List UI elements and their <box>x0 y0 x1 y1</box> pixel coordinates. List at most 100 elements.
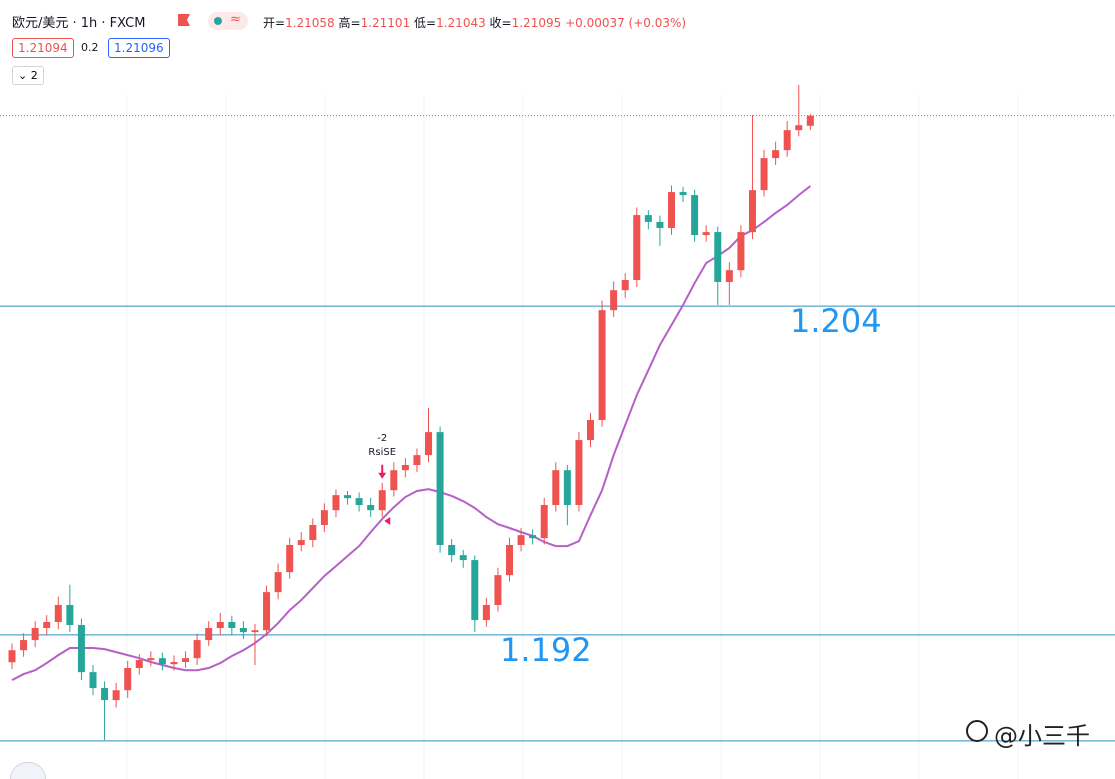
candle-body <box>529 535 537 539</box>
ohlc-label: 低= <box>414 16 437 30</box>
candle-body <box>31 628 39 641</box>
candle-body <box>494 575 502 606</box>
candle-body <box>575 440 583 505</box>
open-value: 1.21058 <box>285 16 335 30</box>
signal-name: RsiSE <box>368 447 396 458</box>
candle-body <box>390 470 398 491</box>
candle-body <box>425 432 433 456</box>
candle-body <box>158 658 166 665</box>
candle-body <box>610 290 618 311</box>
indicator-count: 2 <box>30 69 38 82</box>
ohlc-label: 开= <box>263 16 286 30</box>
candle-body <box>459 555 467 561</box>
candle-body <box>552 470 560 505</box>
candle-body <box>378 490 386 511</box>
candle-body <box>760 158 768 191</box>
candle-body <box>297 540 305 545</box>
candle-body <box>112 690 120 701</box>
candle-body <box>344 495 352 499</box>
watermark-icon <box>966 720 988 742</box>
candle-body <box>355 498 363 505</box>
candle-body <box>43 621 51 629</box>
candle-body <box>621 280 629 291</box>
high-value: 1.21101 <box>360 16 411 30</box>
candle-body <box>401 464 409 471</box>
bid[interactable]: 1.21094 <box>12 38 74 58</box>
candle-body <box>367 504 375 511</box>
candle-body <box>783 130 791 151</box>
candle-body <box>228 621 236 629</box>
spread: 0.2 <box>81 41 99 54</box>
candle-body <box>540 504 548 539</box>
candle-body <box>806 115 814 126</box>
candle-body <box>205 628 213 641</box>
signal-marker <box>384 517 391 526</box>
status-dot <box>214 17 222 25</box>
candle-body <box>135 660 143 669</box>
candle-body <box>320 510 328 525</box>
candle-body <box>448 544 456 556</box>
candle-body <box>772 150 780 159</box>
candle-body <box>795 125 803 131</box>
candle-body <box>274 572 282 593</box>
candle-body <box>702 232 710 236</box>
watermark: @小三千 <box>994 722 1090 750</box>
candle-body <box>182 658 190 662</box>
candle-body <box>506 544 514 576</box>
candle-body <box>633 215 641 281</box>
ma-line <box>11 185 811 681</box>
ohlc: 开=1.21058 高=1.21101 低=1.21043 收=1.21095 … <box>263 14 686 31</box>
candle-body <box>679 192 687 196</box>
candle-body <box>147 658 155 661</box>
candle-body <box>413 455 421 465</box>
candle-body <box>286 544 294 573</box>
flag-icon[interactable] <box>178 14 190 26</box>
candle-body <box>482 605 490 621</box>
candle-body <box>77 625 85 673</box>
level-label: 1.192 <box>500 631 592 669</box>
candle-body <box>193 640 201 659</box>
candle-body <box>667 192 675 228</box>
signal-count: -2 <box>377 433 387 444</box>
indicator-toggle[interactable]: ⌄ 2 <box>12 66 44 85</box>
candle-body <box>54 605 62 622</box>
ask[interactable]: 1.21096 <box>108 38 170 58</box>
candle-body <box>598 310 606 421</box>
candle-body <box>332 495 340 511</box>
change: +0.00037 (+0.03%) <box>565 16 687 30</box>
candle-body <box>517 535 525 545</box>
low-value: 1.21043 <box>436 16 486 30</box>
candle-body <box>251 630 259 633</box>
candle-body <box>656 221 664 228</box>
ohlc-label: 高= <box>338 16 361 30</box>
candle-body <box>216 621 224 629</box>
candle-body <box>8 650 16 663</box>
candle-body <box>20 640 28 651</box>
candle-body <box>714 232 722 282</box>
candle-body <box>124 668 132 691</box>
chevron: ⌄ <box>18 69 31 82</box>
candle-body <box>170 661 178 665</box>
candle-body <box>471 560 479 621</box>
close-value: 1.21095 <box>511 16 562 30</box>
status-icon: ≈ <box>230 12 241 27</box>
candle-body <box>563 470 571 505</box>
candle-body <box>89 672 97 689</box>
signal-arrow <box>378 464 387 479</box>
level-label: 1.204 <box>790 302 882 340</box>
candle-body <box>309 524 317 541</box>
candle-body <box>263 592 271 631</box>
candle-body <box>748 190 756 233</box>
candle-body <box>587 420 594 441</box>
candle-body <box>691 195 699 236</box>
candle-body <box>239 628 247 633</box>
candle-body <box>644 215 652 222</box>
candle-body <box>101 688 109 701</box>
status-pill[interactable]: ≈ <box>208 12 248 30</box>
symbol: 欧元/美元 · 1h · FXCM <box>12 16 146 31</box>
candle-body <box>737 232 745 271</box>
candle-body <box>436 432 444 545</box>
ohlc-label: 收= <box>489 16 512 30</box>
